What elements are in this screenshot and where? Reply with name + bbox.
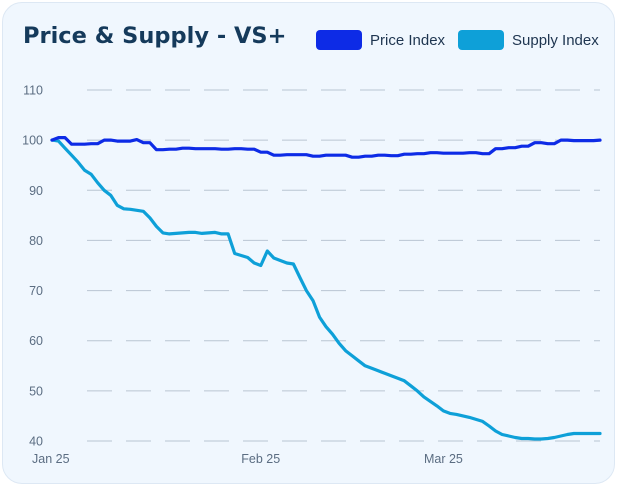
y-tick-label-80: 80 bbox=[29, 234, 43, 248]
y-tick-label-110: 110 bbox=[23, 84, 43, 98]
legend-label-supply-index: Supply Index bbox=[512, 31, 599, 49]
y-tick-label-50: 50 bbox=[29, 384, 43, 398]
legend-label-price-index: Price Index bbox=[370, 31, 446, 49]
y-tick-label-70: 70 bbox=[29, 284, 43, 298]
y-tick-label-40: 40 bbox=[29, 435, 43, 449]
legend-item-price-index[interactable]: Price Index bbox=[316, 29, 445, 51]
chart-title: Price & Supply - VS+ bbox=[23, 23, 287, 49]
series-lines bbox=[50, 136, 602, 441]
y-tick-label-60: 60 bbox=[29, 334, 43, 348]
x-axis-ticks: Jan 25 Feb 25 Mar 25 bbox=[32, 452, 463, 466]
legend-swatch-price-index bbox=[316, 30, 362, 50]
x-tick-label-0: Jan 25 bbox=[32, 452, 70, 466]
grid-lines bbox=[87, 89, 600, 442]
y-tick-label-100: 100 bbox=[22, 134, 43, 148]
y-tick-label-90: 90 bbox=[29, 184, 43, 198]
x-tick-label-1: Feb 25 bbox=[241, 452, 280, 466]
series-line-supply-index bbox=[50, 138, 602, 441]
legend-swatch-supply-index bbox=[458, 30, 504, 50]
legend-item-supply-index[interactable]: Supply Index bbox=[458, 29, 599, 51]
line-chart: 40 50 60 70 80 90 100 110 Jan 25 Feb 25 Mar 25 bbox=[22, 84, 602, 466]
series-line-price-index bbox=[50, 136, 602, 159]
y-axis-ticks: 40 50 60 70 80 90 100 110 bbox=[22, 84, 43, 449]
x-tick-label-2: Mar 25 bbox=[424, 452, 463, 466]
chart-card: Price & Supply - VS+ Price Index Supply … bbox=[2, 2, 615, 484]
